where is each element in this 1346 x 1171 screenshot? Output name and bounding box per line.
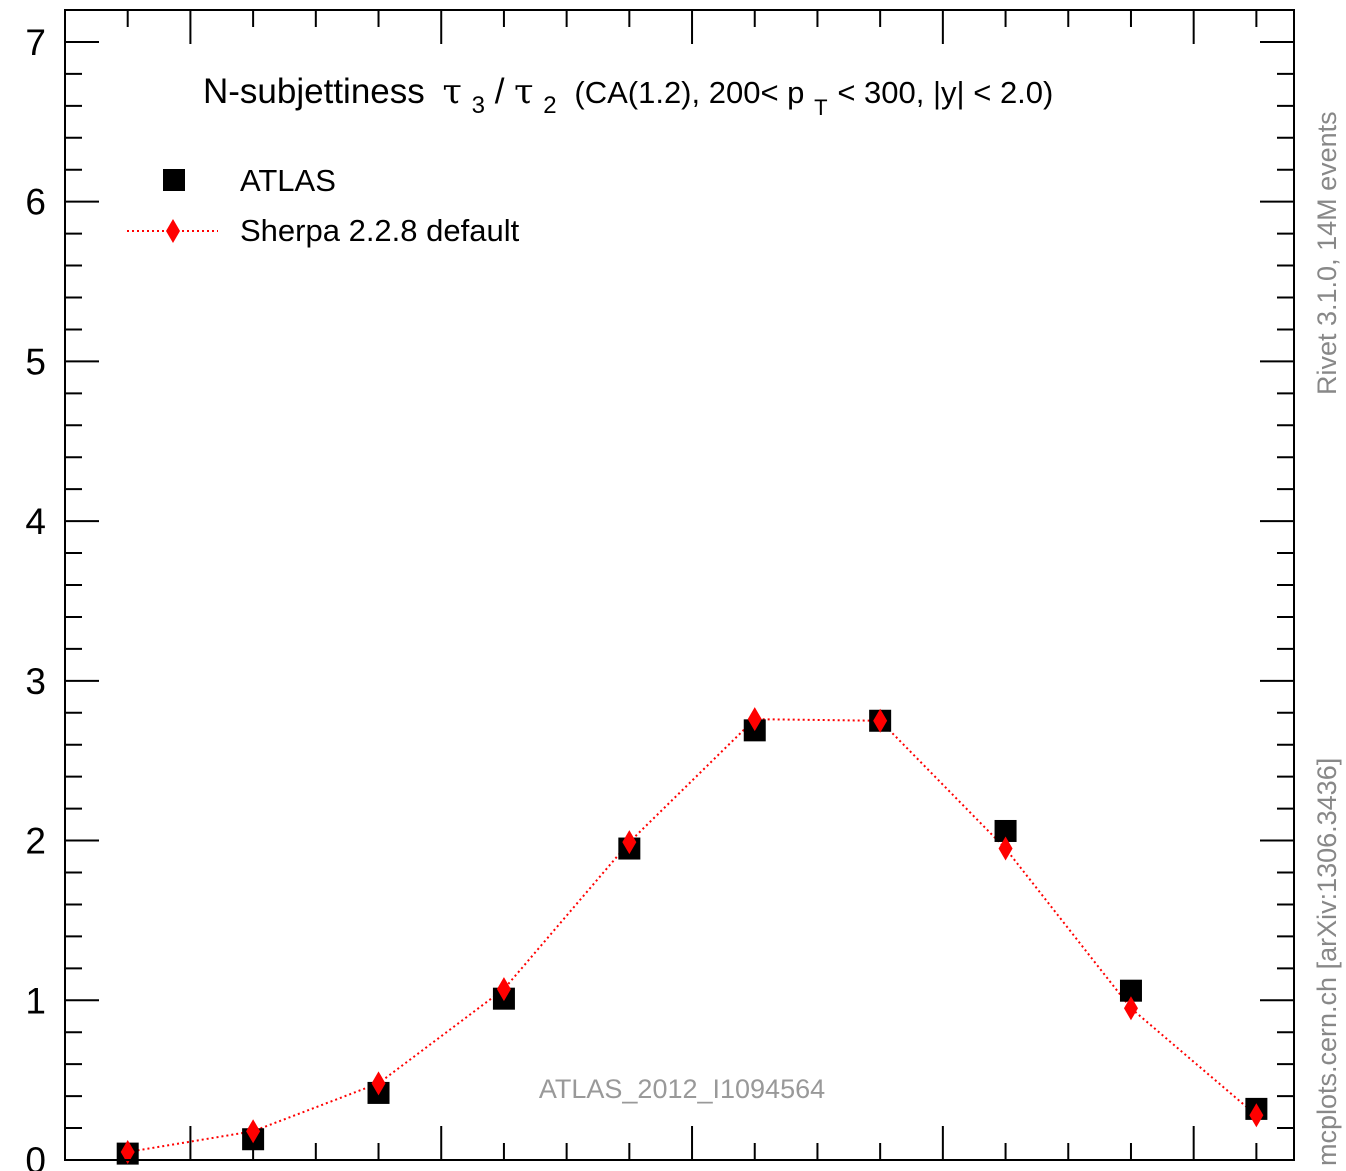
- y-tick-label: 2: [25, 821, 46, 862]
- y-tick-label: 0: [25, 1140, 46, 1171]
- title-tau3-sub: 3: [472, 92, 485, 119]
- plot-frame: [64, 9, 1295, 1161]
- legend-label-sherpa: Sherpa 2.2.8 default: [240, 213, 520, 248]
- side-label-bottom: mcplots.cern.ch [arXiv:1306.3436]: [1312, 758, 1342, 1166]
- sherpa-point: [873, 708, 888, 733]
- sherpa-point: [1123, 996, 1138, 1021]
- analysis-label: ATLAS_2012_I1094564: [539, 1074, 825, 1104]
- atlas-point: [1119, 979, 1142, 1002]
- title-slash: /: [495, 72, 505, 111]
- legend-label-atlas: ATLAS: [240, 163, 336, 198]
- title-cut-text: (CA(1.2), 200< p: [574, 75, 804, 110]
- sherpa-point: [1249, 1103, 1264, 1128]
- y-tick-label: 6: [25, 182, 46, 223]
- data-series: [116, 707, 1268, 1165]
- title-cut-rest: < 300, |y| < 2.0): [837, 75, 1053, 110]
- y-tick-labels: 0 1 2 3 4 5 6 7: [25, 22, 46, 1171]
- sherpa-point: [371, 1071, 386, 1096]
- sherpa-point: [747, 707, 762, 732]
- y-tick-label: 5: [25, 341, 46, 382]
- y-tick-label: 4: [25, 501, 46, 542]
- legend: ATLAS Sherpa 2.2.8 default: [127, 163, 520, 248]
- sherpa-point: [622, 830, 637, 855]
- legend-marker-atlas: [163, 169, 185, 191]
- title-cut-sub: T: [814, 95, 827, 120]
- title-text: N-subjettiness: [203, 72, 425, 111]
- sherpa-point: [120, 1140, 135, 1165]
- title-tau2-symbol: τ: [514, 72, 533, 112]
- y-tick-label: 7: [25, 22, 46, 63]
- sherpa-point: [998, 836, 1013, 861]
- chart-title: N-subjettiness τ 3 / τ 2 (CA(1.2), 200< …: [203, 72, 1053, 123]
- y-tick-label: 1: [25, 980, 46, 1021]
- sherpa-point: [246, 1119, 261, 1144]
- y-tick-label: 3: [25, 661, 46, 702]
- legend-marker-sherpa: [166, 219, 180, 243]
- atlas-point: [994, 819, 1017, 842]
- sherpa-point: [496, 977, 511, 1002]
- side-label-top: Rivet 3.1.0, 14M events: [1312, 111, 1342, 395]
- title-tau2-sub: 2: [543, 92, 556, 119]
- title-tau3-symbol: τ: [443, 72, 462, 112]
